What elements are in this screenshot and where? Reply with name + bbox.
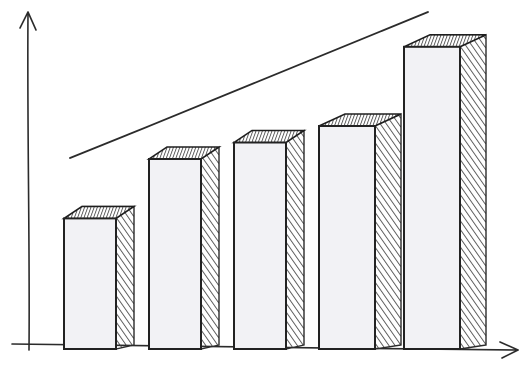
bar <box>403 45 461 351</box>
bar-side <box>374 112 402 350</box>
trend-line <box>69 11 429 159</box>
bar-group <box>61 205 137 350</box>
bar-group <box>146 145 222 350</box>
bar-group <box>318 112 402 350</box>
y-axis-arrow <box>19 11 37 31</box>
bars <box>61 33 487 351</box>
bar-side <box>459 33 487 350</box>
bar <box>148 158 202 350</box>
bar-group <box>403 33 487 351</box>
bar-side <box>200 145 220 350</box>
y-axis <box>26 13 31 351</box>
bar-side <box>285 129 305 350</box>
bar <box>233 141 287 350</box>
bar <box>63 217 117 350</box>
bar-side <box>115 205 135 350</box>
bar <box>318 125 376 350</box>
x-axis-arrow <box>499 341 519 359</box>
bar-group <box>231 129 307 350</box>
